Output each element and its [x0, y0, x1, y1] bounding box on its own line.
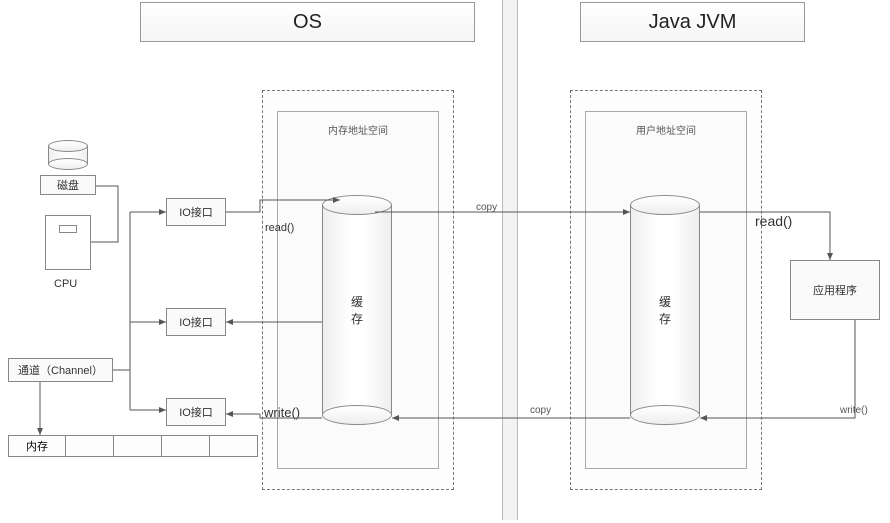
jvm-buffer-cylinder: 缓 存 [630, 195, 700, 425]
cpu-label: CPU [54, 278, 77, 290]
os-buffer-cylinder: 缓 存 [322, 195, 392, 425]
jvm-buffer-label: 缓 存 [659, 293, 671, 327]
memory-row: 内存 [8, 435, 258, 457]
label-copy-top: copy [476, 202, 497, 213]
label-read-right: read() [755, 213, 792, 229]
channel-box: 通道（Channel） [8, 358, 113, 382]
os-title: OS [140, 2, 475, 42]
os-space-title: 内存地址空间 [328, 122, 388, 137]
divider-bar [502, 0, 518, 520]
jvm-title: Java JVM [580, 2, 805, 42]
app-box: 应用程序 [790, 260, 880, 320]
label-copy-bottom: copy [530, 405, 551, 416]
label-write-right: write() [840, 405, 868, 416]
memory-label: 内存 [8, 435, 66, 457]
disk-label: 磁盘 [40, 175, 96, 195]
disk-icon [48, 140, 88, 170]
label-read-left: read() [265, 222, 294, 234]
io-box-2: IO接口 [166, 308, 226, 336]
cpu-box [45, 215, 91, 270]
io-box-3: IO接口 [166, 398, 226, 426]
io-box-1: IO接口 [166, 198, 226, 226]
label-write-left: write() [264, 405, 300, 420]
jvm-space-title: 用户地址空间 [636, 122, 696, 137]
os-buffer-label: 缓 存 [351, 293, 363, 327]
